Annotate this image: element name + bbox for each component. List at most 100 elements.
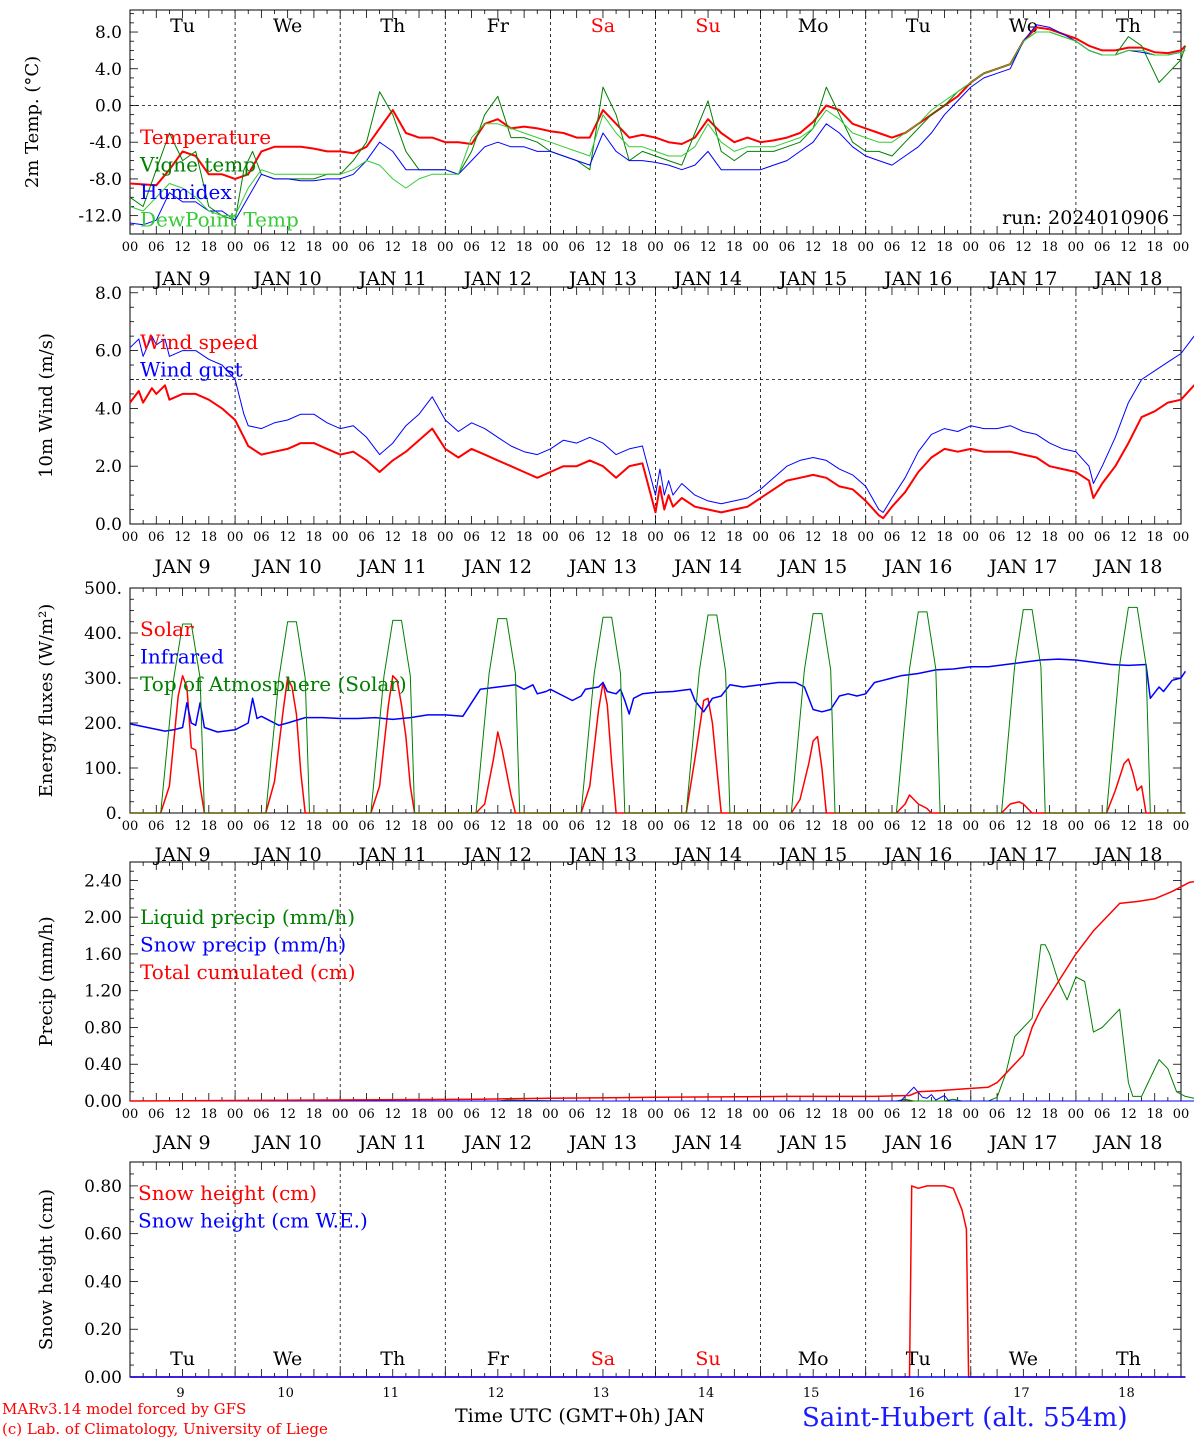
hour-tick-label: 06 xyxy=(884,819,901,834)
y-tick-label: 300. xyxy=(84,669,122,689)
hour-tick-label: 06 xyxy=(674,240,691,255)
day-number: 12 xyxy=(488,1386,505,1401)
day-label: JAN 16 xyxy=(882,1132,952,1154)
panel-4: 2.40 2.00 1.60 1.20 0.80 0.40 0.00 Precip (mm/h… xyxy=(36,861,1194,1154)
series-line xyxy=(129,26,1187,187)
plot-frame xyxy=(129,286,1182,525)
hour-tick-label: 00 xyxy=(122,819,139,834)
hour-tick-label: 12 xyxy=(174,530,191,545)
hour-tick-label: 18 xyxy=(411,819,428,834)
y-axis-title: 10m Wind (m/s) xyxy=(36,333,57,478)
legend-entry: Snow height (cm) xyxy=(138,1181,317,1205)
weekday-label: Fr xyxy=(487,1348,510,1370)
hour-tick-label: 12 xyxy=(805,1107,822,1122)
hour-tick-label: 00 xyxy=(1068,530,1085,545)
weekday-label: Tu xyxy=(906,15,931,37)
day-label: JAN 10 xyxy=(252,268,322,290)
hour-tick-label: 00 xyxy=(332,819,349,834)
hour-tick-label: 12 xyxy=(700,530,717,545)
y-tick-label: 4.0 xyxy=(95,60,122,80)
hour-tick-label: 12 xyxy=(279,530,296,545)
hour-tick-label: 00 xyxy=(1173,819,1190,834)
day-label: JAN 13 xyxy=(567,268,637,290)
hour-tick-label: 18 xyxy=(831,819,848,834)
hour-tick-label: 00 xyxy=(332,1107,349,1122)
y-axis-title: 2m Temp. (°C) xyxy=(22,56,43,188)
plot-frame xyxy=(129,9,1182,235)
y-tick-label: 0.00 xyxy=(84,1368,122,1388)
hour-tick-label: 12 xyxy=(1120,530,1137,545)
panel-2: 8.0 6.0 4.0 2.0 0.0 10m Wind (m/s) 00 06 12 18 00 0… xyxy=(36,284,1194,578)
y-tick-label: 2.40 xyxy=(84,871,122,891)
day-label: JAN 13 xyxy=(567,1132,637,1154)
hour-tick-label: 06 xyxy=(779,530,796,545)
weekday-label: Tu xyxy=(906,1348,931,1370)
y-tick-label: 8.0 xyxy=(95,284,122,304)
legend-entry: DewPoint Temp xyxy=(140,208,299,232)
hour-tick-label: 06 xyxy=(779,819,796,834)
hour-tick-label: 06 xyxy=(674,530,691,545)
weekday-label: We xyxy=(273,15,302,37)
hour-tick-label: 12 xyxy=(910,530,927,545)
hour-tick-label: 00 xyxy=(752,1107,769,1122)
hour-tick-label: 06 xyxy=(989,240,1006,255)
day-label: JAN 17 xyxy=(987,556,1057,578)
y-tick-label: 100. xyxy=(84,759,122,779)
hour-tick-label: 18 xyxy=(621,530,638,545)
legend-entry: Solar xyxy=(140,617,194,641)
hour-tick-label: 00 xyxy=(752,530,769,545)
day-label: JAN 15 xyxy=(777,844,847,866)
hour-tick-label: 18 xyxy=(516,530,533,545)
hour-tick-label: 12 xyxy=(490,1107,507,1122)
series-line xyxy=(130,944,1194,1102)
weekday-label: Th xyxy=(1116,1348,1141,1370)
hour-tick-label: 06 xyxy=(463,1107,480,1122)
hour-tick-label: 18 xyxy=(306,240,323,255)
station-name: Saint-Hubert (alt. 554m) xyxy=(802,1403,1128,1433)
hour-tick-label: 00 xyxy=(542,530,559,545)
hour-tick-label: 18 xyxy=(936,819,953,834)
day-label: JAN 15 xyxy=(777,556,847,578)
y-tick-label: 0.00 xyxy=(84,1092,122,1112)
weekday-label: Su xyxy=(695,1348,720,1370)
hour-tick-label: 00 xyxy=(647,819,664,834)
time-axis-title: Time UTC (GMT+0h) JAN xyxy=(455,1405,705,1427)
series-line xyxy=(129,881,1194,1102)
weekday-label: We xyxy=(1009,1348,1038,1370)
hour-tick-label: 18 xyxy=(201,819,218,834)
series-line xyxy=(129,384,1194,520)
hour-tick-label: 12 xyxy=(595,819,612,834)
weekday-label: Sa xyxy=(591,1348,615,1370)
day-label: JAN 14 xyxy=(672,556,742,578)
day-number: 16 xyxy=(908,1386,925,1401)
hour-tick-label: 00 xyxy=(647,240,664,255)
day-label: JAN 17 xyxy=(987,844,1057,866)
hour-tick-label: 00 xyxy=(647,530,664,545)
hour-tick-label: 18 xyxy=(1041,1107,1058,1122)
weekday-label: Sa xyxy=(591,15,615,37)
day-label: JAN 10 xyxy=(252,1132,322,1154)
weekday-label: Tu xyxy=(170,15,195,37)
legend-entry: Liquid precip (mm/h) xyxy=(140,905,355,929)
hour-tick-label: 18 xyxy=(516,1107,533,1122)
day-label: JAN 14 xyxy=(672,268,742,290)
hour-tick-label: 06 xyxy=(674,1107,691,1122)
hour-tick-label: 12 xyxy=(490,530,507,545)
weekday-label: Fr xyxy=(487,15,510,37)
hour-tick-label: 12 xyxy=(700,819,717,834)
hour-tick-label: 00 xyxy=(963,819,980,834)
hour-tick-label: 00 xyxy=(1173,240,1190,255)
hour-tick-label: 12 xyxy=(805,530,822,545)
day-label: JAN 12 xyxy=(462,268,532,290)
day-label: JAN 15 xyxy=(777,268,847,290)
day-label: JAN 18 xyxy=(1092,844,1162,866)
legend-entry: Temperature xyxy=(140,125,271,149)
hour-tick-label: 12 xyxy=(910,1107,927,1122)
legend-entry: Wind gust xyxy=(140,358,243,382)
hour-tick-label: 18 xyxy=(1146,1107,1163,1122)
hour-tick-label: 12 xyxy=(700,1107,717,1122)
hour-tick-label: 18 xyxy=(831,1107,848,1122)
day-label: JAN 9 xyxy=(153,556,211,578)
y-tick-label: 1.60 xyxy=(84,945,122,965)
hour-tick-label: 00 xyxy=(857,819,874,834)
